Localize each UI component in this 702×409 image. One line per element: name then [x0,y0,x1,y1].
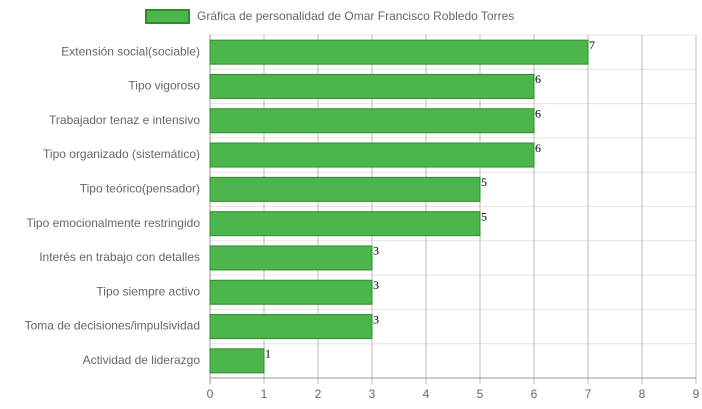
bar [209,211,481,237]
bar [209,348,265,374]
y-tick-label: Extensión social(sociable) [61,44,200,58]
value-label: 5 [481,209,487,223]
y-tick-label: Tipo siempre activo [96,284,200,298]
legend-swatch [145,9,190,24]
value-label: 1 [265,347,271,361]
x-tick-label: 5 [477,387,484,401]
x-tick-label: 2 [315,387,322,401]
y-tick-label: Trabajador tenaz e intensivo [49,113,200,127]
bar [209,142,535,168]
y-tick-label: Tipo teórico(pensador) [80,182,200,196]
bar [209,314,373,340]
x-tick-label: 6 [531,387,538,401]
y-tick-label: Tipo emocionalmente restringido [26,216,200,230]
bar [209,39,589,65]
x-tick-label: 4 [423,387,430,401]
value-label: 6 [535,72,541,86]
y-tick-label: Toma de decisiones/impulsividad [25,319,200,333]
bar [209,279,373,305]
bar [209,73,535,99]
bar [209,176,481,202]
value-label: 3 [373,244,379,258]
x-tick-label: 3 [369,387,376,401]
y-tick-label: Tipo organizado (sistemático) [43,147,200,161]
bar [209,108,535,134]
y-tick-label: Actividad de liderazgo [83,353,201,367]
x-tick-label: 0 [207,387,214,401]
legend-label: Gráfica de personalidad de Omar Francisc… [197,9,514,23]
value-label: 3 [373,312,379,326]
value-label: 6 [535,141,541,155]
x-tick-label: 7 [585,387,592,401]
y-tick-label: Tipo vigoroso [128,79,200,93]
x-tick-label: 9 [693,387,700,401]
value-label: 5 [481,175,487,189]
value-label: 3 [373,278,379,292]
x-tick-label: 1 [261,387,268,401]
y-tick-label: Interés en trabajo con detalles [39,250,200,264]
value-label: 6 [535,107,541,121]
x-tick-label: 8 [639,387,646,401]
bar [209,245,373,271]
value-label: 7 [589,38,595,52]
